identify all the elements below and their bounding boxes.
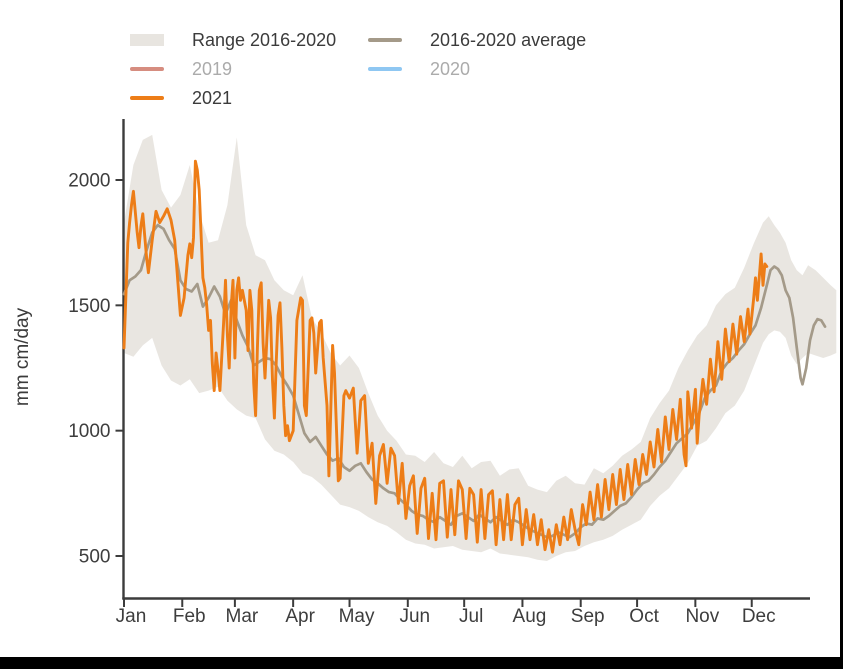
window-right-border xyxy=(840,0,843,669)
legend-swatch-2019-line xyxy=(130,67,164,71)
legend-swatch-2020-line xyxy=(368,67,402,71)
y-tick-label-500: 500 xyxy=(79,547,111,568)
legend-label-2019: 2019 xyxy=(192,59,233,79)
x-tick-label-Dec: Dec xyxy=(742,606,776,627)
x-tick-label-Apr: Apr xyxy=(285,606,315,627)
legend-label-average: 2016-2020 average xyxy=(430,30,587,50)
legend-item-2021[interactable]: 2021 xyxy=(130,88,368,108)
legend-swatch-range-band xyxy=(130,34,164,46)
legend-swatch-2021-line xyxy=(130,96,164,100)
x-tick-label-Mar: Mar xyxy=(226,606,259,627)
x-tick-label-Jun: Jun xyxy=(399,606,430,627)
x-tick-label-Sep: Sep xyxy=(571,606,605,627)
series-range-band xyxy=(124,134,837,561)
legend-item-2019[interactable]: 2019 xyxy=(130,59,368,79)
x-tick-label-May: May xyxy=(339,606,375,627)
legend-label-2021: 2021 xyxy=(192,88,233,108)
legend-item-2020[interactable]: 2020 xyxy=(368,59,586,79)
legend-item-average[interactable]: 2016-2020 average xyxy=(368,30,586,50)
x-tick-label-Jul: Jul xyxy=(459,606,483,627)
legend-label-2020: 2020 xyxy=(430,59,471,79)
y-tick-label-2000: 2000 xyxy=(68,171,110,192)
legend-label-range: Range 2016-2020 xyxy=(192,30,337,50)
series-line-2016-2020-average xyxy=(122,223,827,539)
legend-swatch-average-line xyxy=(368,38,402,42)
series-line-2021 xyxy=(122,159,769,554)
chart-legend: Range 2016-2020 2016-2020 average 2019 2… xyxy=(130,30,586,108)
x-tick-label-Jan: Jan xyxy=(116,606,147,627)
x-tick-label-Feb: Feb xyxy=(173,606,206,627)
y-tick-label-1500: 1500 xyxy=(68,296,110,317)
y-tick-label-1000: 1000 xyxy=(68,421,110,442)
legend-item-range[interactable]: Range 2016-2020 xyxy=(130,30,368,50)
x-tick-label-Nov: Nov xyxy=(685,606,719,627)
window-bottom-border xyxy=(0,657,843,669)
x-tick-label-Oct: Oct xyxy=(629,606,659,627)
x-tick-label-Aug: Aug xyxy=(513,606,547,627)
